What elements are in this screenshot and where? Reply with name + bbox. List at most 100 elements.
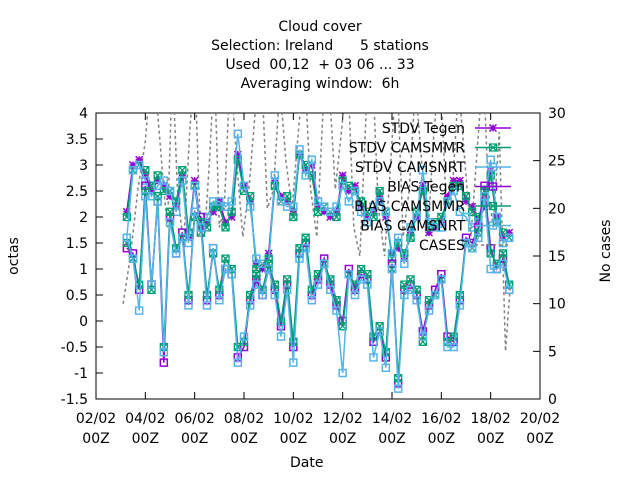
legend-marker: [488, 201, 498, 211]
data-point: [178, 166, 187, 175]
data-point: [461, 192, 471, 201]
data-point: [301, 166, 310, 175]
data-point: [455, 207, 465, 217]
data-point: [227, 197, 236, 206]
x-tick-label: 08/02: [224, 411, 264, 427]
data-point: [369, 353, 378, 362]
data-point: [147, 186, 156, 196]
data-point: [320, 207, 329, 216]
data-point: [449, 342, 458, 352]
data-point: [208, 243, 218, 253]
y-tick-label: -1.5: [61, 392, 88, 408]
y2-tick-label: 30: [548, 106, 566, 122]
data-point: [307, 155, 317, 165]
y-tick-label: 1: [79, 262, 88, 278]
legend-label: BIAS CAMSNRT: [360, 219, 465, 235]
data-point: [381, 207, 391, 217]
x-tick-label: 12/02: [322, 411, 362, 427]
y-tick-label: -0.5: [61, 340, 88, 356]
data-point: [350, 290, 360, 300]
y-tick-label: 3.5: [66, 132, 88, 148]
x-tick-label-time: 00Z: [526, 431, 553, 447]
data-point: [258, 259, 267, 269]
legend-marker: [488, 182, 498, 191]
legend-label: CASES: [419, 238, 465, 254]
data-point: [295, 145, 304, 154]
x-tick-label-time: 00Z: [280, 431, 307, 447]
data-point: [153, 197, 162, 206]
data-point: [134, 160, 144, 170]
series-bias-camsnrt: [122, 191, 514, 393]
data-point: [387, 259, 397, 269]
chart-title-line-1: Cloud cover: [278, 19, 362, 35]
x-tick-label: 06/02: [174, 411, 214, 427]
legend-marker: [488, 162, 498, 172]
data-point: [400, 259, 409, 269]
data-point: [276, 321, 286, 331]
legend-label: STDV Tegen: [382, 121, 465, 137]
data-point: [159, 347, 169, 357]
data-point: [430, 223, 440, 232]
series-line: [122, 113, 512, 352]
chart-title-line-3: Used 00,12 + 03 06 ... 33: [225, 57, 415, 73]
data-point: [387, 249, 397, 258]
data-point: [387, 264, 397, 274]
data-point: [227, 269, 236, 279]
data-point: [202, 301, 212, 310]
data-point: [498, 259, 508, 269]
data-point: [381, 363, 391, 373]
data-point: [332, 207, 341, 216]
data-point: [393, 384, 403, 393]
data-point: [233, 358, 243, 367]
data-point: [122, 233, 132, 243]
data-point: [424, 228, 434, 237]
x-tick-label: 16/02: [421, 411, 461, 427]
y2-tick-label: 25: [548, 154, 566, 170]
data-point: [202, 218, 212, 227]
data-point: [424, 217, 434, 227]
data-point: [394, 244, 403, 253]
data-point: [412, 295, 421, 305]
data-point: [332, 306, 341, 315]
data-point: [141, 171, 150, 180]
data-point: [406, 275, 415, 284]
data-point: [252, 254, 261, 263]
legend-marker: [488, 143, 498, 152]
data-point: [307, 295, 317, 305]
data-point: [356, 207, 366, 217]
data-point: [313, 202, 323, 211]
data-point: [141, 181, 150, 191]
x-axis-label: Date: [290, 455, 324, 471]
x-tick-label: 18/02: [470, 411, 510, 427]
data-point: [319, 202, 329, 211]
data-point: [276, 192, 286, 201]
x-tick-label-time: 00Z: [329, 431, 356, 447]
data-point: [147, 191, 156, 201]
data-point: [289, 358, 298, 367]
data-point: [171, 207, 181, 217]
data-point: [400, 290, 409, 300]
x-tick-label: 10/02: [273, 411, 313, 427]
y2-tick-label: 5: [548, 344, 557, 360]
data-point: [221, 264, 230, 274]
x-tick-label: 20/02: [520, 411, 560, 427]
data-point: [134, 285, 144, 295]
data-point: [326, 285, 335, 295]
data-point: [289, 202, 298, 211]
data-point: [258, 264, 267, 274]
data-point: [245, 202, 255, 211]
data-point: [504, 233, 514, 243]
data-point: [424, 306, 434, 315]
data-point: [418, 181, 427, 190]
data-point: [375, 192, 384, 201]
data-point: [165, 186, 175, 196]
data-point: [455, 301, 465, 310]
data-point: [295, 254, 304, 263]
data-point: [171, 249, 181, 258]
data-point: [449, 186, 458, 196]
data-point: [449, 176, 458, 185]
data-point: [313, 280, 323, 289]
legend-marker: [488, 221, 498, 230]
data-point: [159, 176, 169, 185]
